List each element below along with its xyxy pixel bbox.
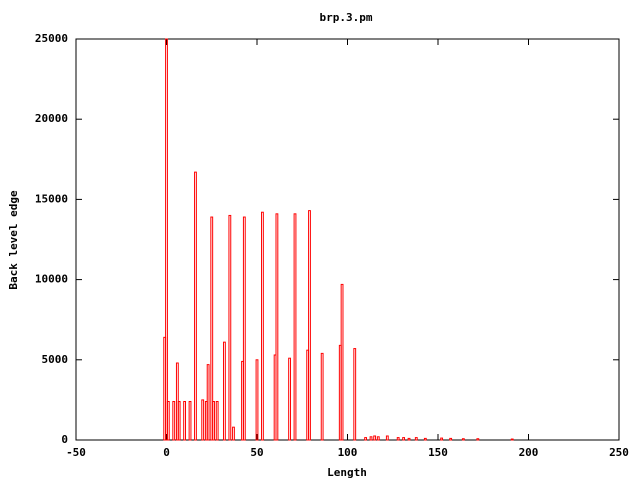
bar: [188, 401, 192, 441]
bar: [255, 359, 259, 441]
bar: [476, 438, 480, 441]
bar: [385, 435, 389, 441]
x-tick-label: 200: [519, 446, 539, 459]
y-tick-label: 15000: [35, 192, 68, 205]
x-tick-label: -50: [66, 446, 86, 459]
bar: [275, 213, 279, 441]
y-axis-label: Back level edge: [7, 190, 20, 290]
bar: [308, 210, 311, 441]
bar: [166, 401, 170, 441]
bar: [440, 437, 444, 441]
bar: [223, 341, 226, 441]
bar: [449, 437, 453, 441]
y-tick-label: 25000: [35, 32, 68, 45]
x-axis-label: Length: [327, 466, 367, 479]
bar: [423, 437, 427, 441]
bar: [228, 214, 232, 441]
y-tick-label: 20000: [35, 112, 68, 125]
bar: [212, 401, 215, 441]
bar: [407, 437, 411, 441]
bar: [165, 38, 168, 441]
bar: [373, 435, 377, 441]
bar: [172, 401, 176, 441]
x-tick-label: 150: [428, 446, 448, 459]
bar: [232, 426, 235, 441]
bar: [183, 401, 187, 441]
bar: [376, 436, 380, 441]
bar: [194, 171, 197, 441]
bar: [288, 357, 291, 441]
plot-frame: [75, 38, 620, 441]
x-tick-label: 50: [250, 446, 263, 459]
bar: [402, 437, 406, 441]
bar: [369, 436, 373, 441]
bar: [353, 348, 357, 441]
bar: [215, 401, 219, 441]
bar: [364, 437, 368, 441]
bar: [206, 364, 210, 441]
bar: [201, 399, 205, 441]
y-tick-label: 10000: [35, 273, 68, 286]
y-tick-label: 5000: [42, 353, 69, 366]
x-tick-label: 250: [609, 446, 629, 459]
bar: [396, 437, 400, 441]
x-tick-label: 100: [338, 446, 358, 459]
bar: [414, 437, 418, 441]
chart-title: brp.3.pm: [320, 11, 373, 24]
bar: [293, 213, 297, 441]
bar: [177, 401, 181, 441]
y-tick-label: 0: [61, 433, 68, 446]
bar: [461, 438, 465, 441]
bar: [340, 283, 344, 441]
bar: [320, 352, 324, 441]
bar: [510, 438, 514, 441]
bar: [210, 216, 214, 441]
x-tick-label: 0: [163, 446, 170, 459]
bar: [261, 211, 264, 441]
bar: [242, 216, 246, 441]
